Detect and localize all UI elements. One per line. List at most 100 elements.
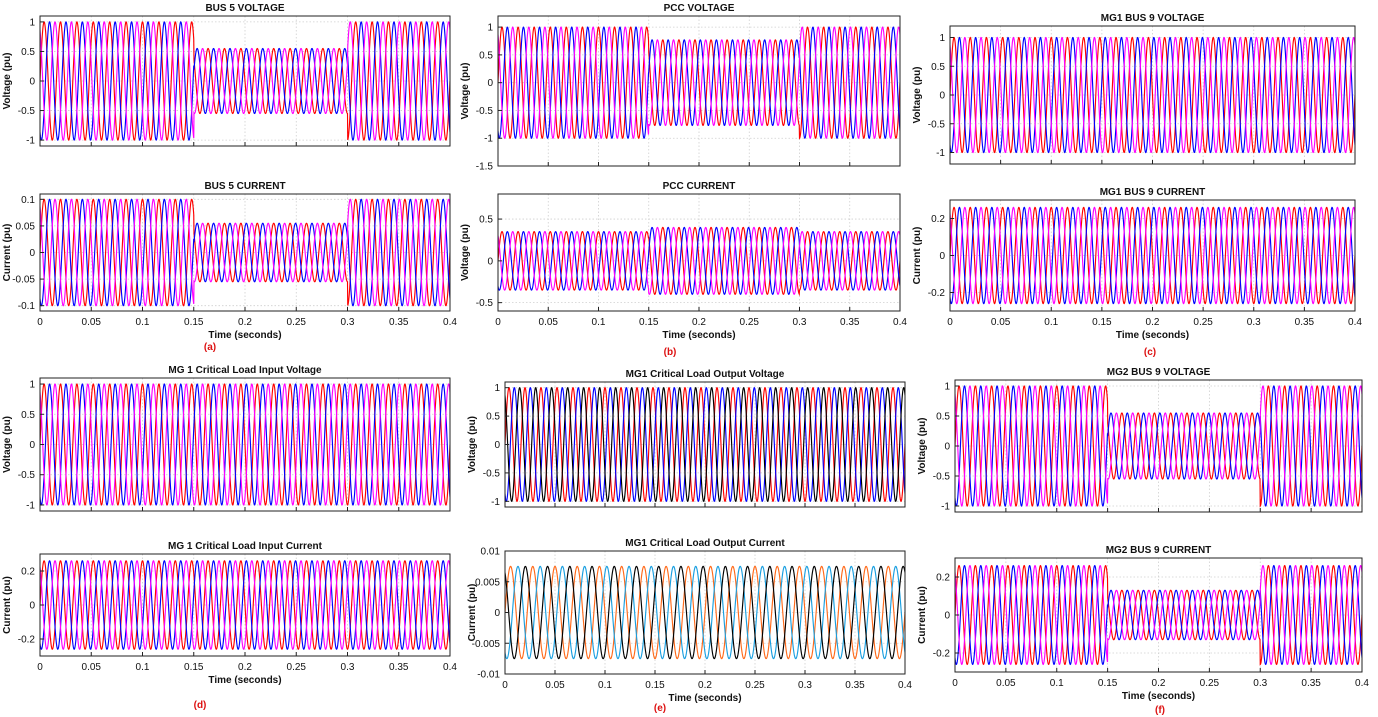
y-axis-label: Current (pu)	[2, 576, 13, 634]
y-axis-label: Voltage (pu)	[2, 416, 13, 473]
y-tick-label: 0.1	[21, 195, 35, 206]
y-tick-label: 0	[939, 91, 945, 102]
x-tick-label: 0.3	[793, 317, 807, 328]
chart-title: MG1 BUS 9 VOLTAGE	[1101, 13, 1205, 24]
x-tick-label: 0.1	[136, 317, 150, 328]
x-tick-label: 0.15	[184, 317, 204, 328]
traces	[505, 386, 905, 503]
x-tick-label: 0	[37, 317, 43, 328]
series-line-3	[955, 564, 1362, 666]
x-tick-label: 0.15	[645, 680, 665, 691]
y-tick-label: 0.2	[931, 214, 945, 225]
y-tick-label: -0.005	[472, 639, 501, 650]
series-line-2	[955, 385, 1362, 507]
y-axis-label: Voltage (pu)	[912, 66, 923, 123]
x-tick-label: 0.05	[545, 680, 565, 691]
x-tick-label: 0.05	[996, 678, 1016, 689]
series-line-3	[40, 198, 450, 307]
y-axis-label: Voltage (pu)	[917, 417, 928, 474]
series-line-2	[950, 36, 1355, 154]
y-tick-label: 0.5	[21, 410, 35, 421]
x-tick-label: 0.35	[840, 317, 860, 328]
x-axis-label: Time (seconds)	[208, 330, 281, 341]
x-tick-label: 0.35	[1295, 317, 1315, 328]
y-tick-label: -1.5	[476, 162, 494, 173]
y-tick-label: 1	[29, 17, 35, 28]
traces	[955, 564, 1362, 666]
x-axis-label: Time (seconds)	[668, 693, 741, 704]
traces	[40, 21, 450, 141]
y-axis-label: Voltage (pu)	[2, 52, 13, 109]
grid	[505, 382, 905, 507]
y-tick-label: 0.005	[475, 577, 500, 588]
y-tick-label: 0	[494, 440, 500, 451]
chart-title: MG1 BUS 9 CURRENT	[1100, 187, 1206, 198]
plot-a-bot: -0.1 -0.05 0 0.05 0.1 0 0.05 0.1 0.15 0.2 0.25 0.3 0…	[2, 181, 457, 341]
chart-title: MG 1 Critical Load Input Voltage	[168, 365, 322, 376]
x-axis-label: Time (seconds)	[1122, 691, 1195, 702]
plot-b-bot: -0.500.50 0.05 0.1 0.15 0.2 0.25 0.3 0.35 0.4PCC…	[460, 181, 907, 341]
x-tick-label: 0.3	[1247, 317, 1261, 328]
y-axis-label: Voltage (pu)	[460, 62, 471, 119]
x-tick-label: 0	[37, 662, 43, 673]
y-tick-label: -0.01	[477, 670, 500, 681]
y-tick-label: 0.5	[479, 50, 493, 61]
series-line-1	[498, 226, 900, 297]
y-tick-label: 1	[494, 383, 500, 394]
y-tick-label: 0	[29, 440, 35, 451]
traces	[955, 385, 1362, 508]
y-tick-label: 0	[944, 611, 950, 622]
y-axis-label: Current (pu)	[2, 224, 13, 282]
series-line-1	[40, 21, 450, 141]
x-tick-label: 0	[495, 317, 501, 328]
series-line-3	[955, 385, 1362, 507]
y-tick-label: 0	[29, 248, 35, 259]
x-tick-label: 0.2	[1152, 678, 1166, 689]
y-tick-label: -0.5	[18, 106, 36, 117]
y-tick-label: 0	[487, 78, 493, 89]
x-tick-label: 0.25	[287, 662, 307, 673]
x-tick-label: 0.05	[82, 662, 102, 673]
y-axis-label: Current (pu)	[912, 227, 923, 285]
x-tick-label: 0.3	[341, 317, 355, 328]
series-line-3	[40, 560, 450, 650]
x-tick-label: 0.2	[238, 662, 252, 673]
x-tick-label: 0.4	[443, 662, 457, 673]
y-tick-label: 0.2	[21, 567, 35, 578]
x-tick-label: 0.4	[443, 317, 457, 328]
plot-c-top: -1 -0.5 0 0.5 1 MG1 BUS 9 VOLTAGE Voltage (pu)	[912, 13, 1356, 165]
series-line-3	[950, 206, 1355, 305]
x-tick-label: 0.35	[845, 680, 865, 691]
x-tick-label: 0.1	[136, 662, 150, 673]
x-tick-label: 0.25	[740, 317, 760, 328]
y-tick-label: 0.5	[21, 47, 35, 58]
plot-f-bot: -0.2 0 0.2 0 0.05 0.1 0.15 0.2 0.25 0.3 0.35 0.4 MG2…	[917, 545, 1369, 702]
y-tick-label: -0.05	[12, 275, 35, 286]
y-tick-label: 0	[487, 256, 493, 267]
y-tick-label: 0.5	[931, 62, 945, 73]
x-tick-label: 0.2	[1146, 317, 1160, 328]
series-line-1	[40, 198, 450, 307]
y-tick-label: -1	[26, 500, 35, 511]
panel-caption-b: (b)	[664, 347, 677, 358]
chart-title: PCC VOLTAGE	[664, 3, 735, 14]
series-line-2	[950, 206, 1355, 305]
x-tick-label: 0.15	[639, 317, 659, 328]
x-tick-label: 0.4	[893, 317, 907, 328]
y-tick-label: 0	[29, 77, 35, 88]
x-tick-label: 0.35	[1301, 678, 1321, 689]
series-line-3	[498, 226, 900, 295]
y-tick-label: 0.2	[936, 573, 950, 584]
x-tick-label: 0.35	[389, 662, 409, 673]
y-tick-label: -0.2	[928, 288, 946, 299]
traces	[950, 36, 1355, 154]
traces	[950, 206, 1355, 305]
panel-caption-d: (d)	[194, 700, 207, 711]
y-tick-label: -0.1	[18, 301, 36, 312]
y-tick-label: -1	[936, 148, 945, 159]
x-tick-label: 0.3	[341, 662, 355, 673]
x-tick-label: 0.4	[898, 680, 912, 691]
x-tick-label: 0	[947, 317, 953, 328]
series-line-3	[40, 21, 450, 141]
